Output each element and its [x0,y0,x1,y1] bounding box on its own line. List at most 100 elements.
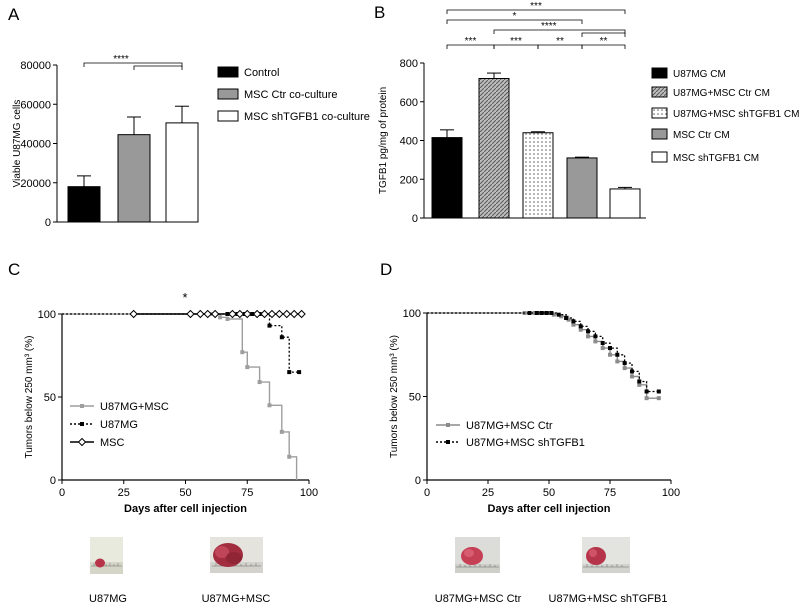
bar-1 [431,137,463,219]
censor-mark [571,319,576,324]
legend-label: MSC Ctr co-culture [244,89,338,101]
significance-b-7-label: ** [600,36,608,47]
censor-mark [267,323,272,328]
censor-mark [297,370,302,375]
chart-a: 0 20000 40000 60000 80000 Viable U87MG cells *… [12,54,370,229]
significance-a-label: **** [113,54,129,65]
legend-swatch [651,107,668,119]
censor-mark [656,396,661,401]
bar-3 [165,122,199,223]
x-axis-label: Days after cell injection [124,503,247,515]
y-tick-label: 80000 [20,60,51,72]
y-tick-label: 50 [44,392,56,404]
censor-mark [186,309,195,319]
censor-mark [559,314,564,319]
y-axis-label: Tumors below 250 mm³ (%) [389,335,400,458]
chart-d: 0 25 50 75 100 0 50 100 Days after cell injectio… [389,308,680,515]
significance-b-1-label: *** [530,1,542,12]
x-tick-label: 75 [604,487,616,499]
censor-mark [287,454,292,459]
censor-mark [267,403,272,408]
censor-mark [129,309,138,319]
panel-letter-b: B [374,3,385,22]
censor-mark [257,380,262,385]
censor-mark [586,334,591,339]
y-tick-label: 200 [400,174,418,186]
legend-swatch [651,86,668,98]
significance-b-2-line [446,19,583,24]
legend-marker [446,423,450,427]
censor-mark [282,309,291,319]
censor-mark [218,315,223,320]
censor-mark [287,370,292,375]
legend-swatch [651,128,668,140]
bar-5 [609,188,641,219]
censor-mark [539,311,544,315]
censor-mark [600,346,605,351]
bar-2 [478,78,510,219]
censor-mark [622,361,627,366]
bar-4 [566,157,598,219]
censor-mark [615,359,620,364]
censor-mark [532,311,537,315]
censor-mark [637,379,642,384]
censor-mark [593,334,598,339]
censor-mark [608,352,612,357]
legend-label: Control [244,67,279,79]
y-tick-label: 600 [400,97,418,109]
x-axis-label: Days after cell injection [488,503,611,515]
x-tick-label: 25 [118,487,130,499]
censor-mark [279,335,284,340]
legend-label: MSC [100,437,125,449]
y-tick-label: 50 [409,392,421,404]
censor-mark [578,324,583,329]
x-tick-label: 75 [241,487,253,499]
bar-2 [117,134,151,223]
y-tick-label: 0 [45,217,51,229]
legend-swatch [217,88,239,100]
censor-mark [240,350,245,355]
censor-mark [637,382,642,387]
significance-c-label: * [182,290,187,305]
censor-mark [210,309,220,319]
tumor-photo-u87mg-msc [210,537,263,573]
bar-3 [522,132,554,219]
significance-b-4-label: *** [465,36,477,47]
censor-mark [593,339,598,344]
series-line-2 [427,312,659,393]
tumor-photo-u87mg [90,537,123,574]
censor-mark [544,311,549,315]
y-tick-label: 60000 [20,99,51,111]
censor-mark [527,311,532,315]
x-tick-label: 50 [543,487,555,499]
chart-c: 0 25 50 75 100 0 50 100 Days after cell injectio… [24,290,318,515]
legend-marker [446,440,450,444]
significance-b-7-line [581,44,626,49]
significance-b-3-line [493,29,626,34]
censor-mark [551,312,556,317]
significance-b-3-label: **** [541,21,557,32]
significance-b-5-label: *** [510,36,522,47]
panel-letter-c: C [8,260,20,279]
censor-mark [629,374,634,379]
x-tick-label: 50 [179,487,191,499]
x-tick-label: 0 [59,487,65,499]
photo-label-u87mg-msc: U87MG+MSC [202,593,271,605]
y-tick-label: 20000 [20,178,51,190]
legend-label: U87MG+MSC shTGFB1 [466,437,585,449]
tumor-photo-u87mg-msc-ctr [455,537,500,573]
x-tick-label: 25 [482,487,494,499]
legend-marker [77,437,87,447]
y-tick-label: 0 [50,475,56,487]
censor-mark [564,316,569,321]
censor-mark [571,322,576,327]
legend-label: U87MG [100,419,138,431]
censor-mark [622,366,627,371]
censor-mark [203,309,212,319]
y-tick-label: 400 [400,136,418,148]
censor-mark [260,309,269,319]
y-tick-label: 0 [412,213,418,225]
y-axis-label: TGFB1 pg/mg of protein [378,87,389,194]
censor-mark [243,309,252,319]
